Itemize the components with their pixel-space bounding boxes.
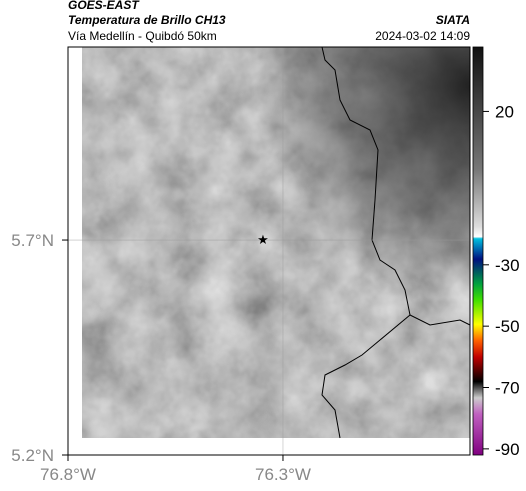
boundary-line (321, 314, 411, 439)
lon-tick-label: 76.8°W (40, 465, 96, 484)
header-subtitle: Temperatura de Brillo CH13 (68, 13, 226, 27)
boundaries (321, 46, 471, 439)
image-dark-region (82, 47, 470, 438)
location-marker: ★ (257, 232, 269, 247)
lon-tick-label: 76.3°W (255, 465, 311, 484)
colorbar-tick-label: 20 (495, 102, 514, 121)
colorbar-tick-label: -70 (495, 379, 520, 398)
map-frame (67, 46, 471, 456)
header-region: Vía Medellín - Quibdó 50km (68, 29, 217, 43)
boundary-line (321, 46, 471, 326)
header-title: GOES-EAST (68, 0, 140, 12)
satellite-image (82, 47, 470, 438)
colorbar-tick-label: -50 (495, 317, 520, 336)
colorbar-tick-label: -30 (495, 256, 520, 275)
header-timestamp: 2024-03-02 14:09 (375, 29, 470, 43)
header-source: SIATA (436, 13, 470, 27)
colorbar (472, 46, 484, 456)
lat-tick-label: 5.7°N (11, 231, 54, 250)
lat-tick-label: 5.2°N (11, 446, 54, 465)
colorbar-tick-label: -90 (495, 440, 520, 459)
